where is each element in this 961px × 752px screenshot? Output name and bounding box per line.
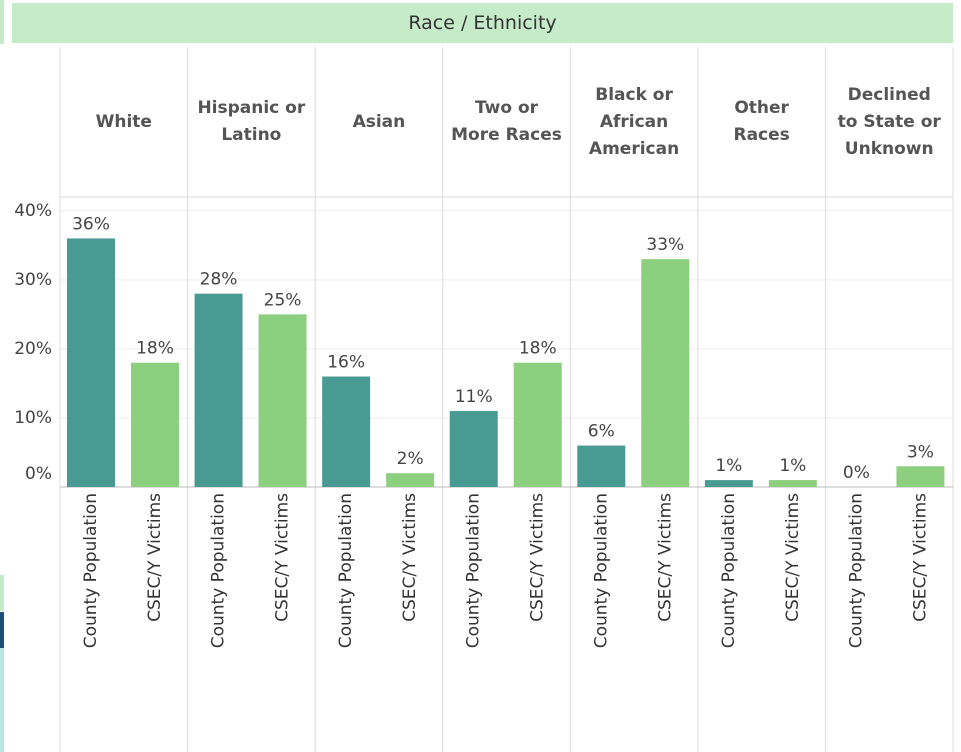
bar — [67, 238, 115, 487]
bar — [704, 480, 753, 487]
value-label: 28% — [200, 270, 238, 290]
bar — [386, 473, 435, 487]
x-series-label: CSEC/Y Victims — [528, 493, 548, 622]
bar — [768, 480, 817, 487]
bar — [322, 376, 371, 487]
value-label: 25% — [264, 290, 302, 310]
bar — [577, 445, 626, 487]
value-label: 1% — [715, 456, 742, 476]
value-label: 18% — [136, 339, 174, 359]
x-series-label: County Population — [464, 493, 484, 648]
value-label: 2% — [397, 449, 424, 469]
category-header: Declined to State or Unknown — [837, 84, 941, 159]
value-label: 33% — [646, 235, 684, 255]
x-series-label: County Population — [846, 493, 866, 648]
edge-decoration — [0, 612, 4, 648]
category-header: Hispanic or Latino — [197, 98, 306, 145]
chart-title: Race / Ethnicity — [12, 3, 953, 43]
x-series-label: CSEC/Y Victims — [400, 493, 420, 622]
x-series-label: CSEC/Y Victims — [910, 493, 930, 622]
category-header: Two or More Races — [451, 98, 562, 145]
bar — [194, 293, 243, 487]
value-label: 18% — [519, 339, 557, 359]
y-tick-label: 30% — [14, 270, 52, 290]
y-tick-label: 10% — [14, 408, 52, 428]
bar — [449, 411, 498, 487]
x-series-label: County Population — [591, 493, 611, 648]
edge-decoration — [0, 648, 4, 752]
value-label: 36% — [72, 214, 110, 234]
bar — [896, 466, 945, 487]
bar — [258, 314, 307, 487]
bar — [641, 259, 690, 487]
category-header: Other Races — [733, 98, 790, 145]
edge-decoration — [0, 0, 4, 44]
value-label: 11% — [455, 387, 493, 407]
value-label: 3% — [907, 442, 934, 462]
category-header: Black or African American — [588, 84, 680, 159]
value-label: 16% — [327, 353, 365, 373]
category-header: White — [95, 111, 152, 132]
value-label: 0% — [843, 463, 870, 483]
x-series-label: County Population — [81, 493, 101, 648]
y-tick-label: 40% — [14, 201, 52, 221]
x-series-label: County Population — [209, 493, 229, 648]
bar — [513, 362, 562, 487]
x-series-label: CSEC/Y Victims — [145, 493, 165, 622]
category-header: Asian — [352, 111, 406, 132]
value-label: 1% — [779, 456, 806, 476]
bar — [131, 362, 179, 487]
x-series-label: County Population — [336, 493, 356, 648]
edge-decoration — [0, 575, 4, 611]
x-series-label: CSEC/Y Victims — [273, 493, 293, 622]
x-series-label: CSEC/Y Victims — [655, 493, 675, 622]
y-tick-label: 0% — [25, 464, 52, 484]
value-label: 6% — [588, 422, 615, 442]
x-series-label: CSEC/Y Victims — [783, 493, 803, 622]
x-series-label: County Population — [719, 493, 739, 648]
y-tick-label: 20% — [14, 339, 52, 359]
